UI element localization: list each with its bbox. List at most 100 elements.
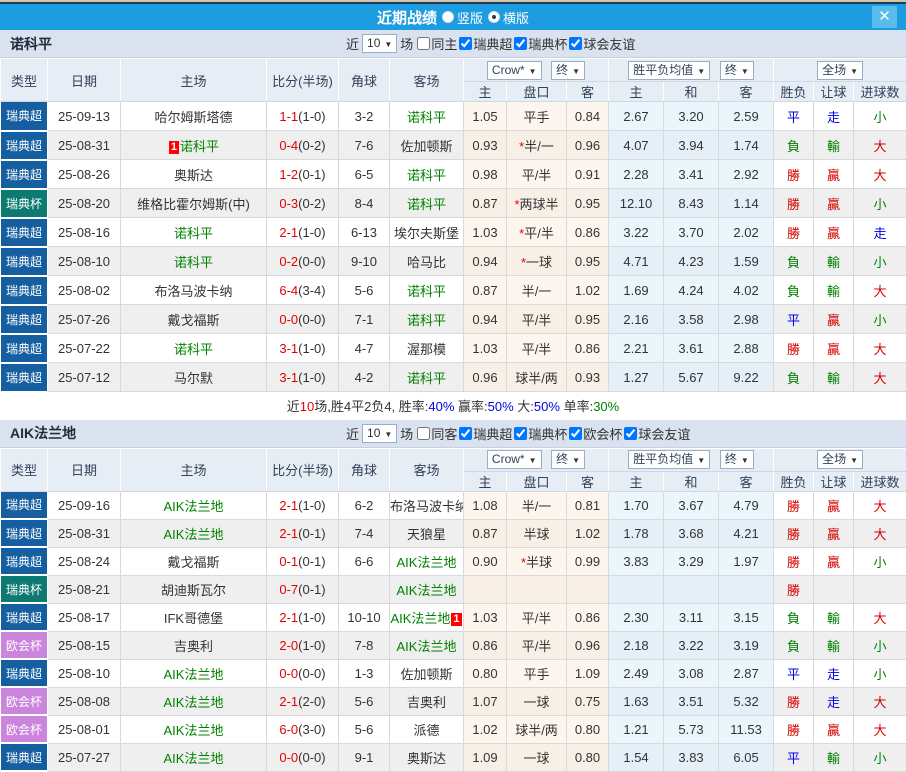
odds-company-select[interactable]: Crow*▼ [487, 61, 542, 80]
league-filter[interactable]: 球会友谊 [622, 424, 690, 443]
layout-horizontal-radio[interactable]: 横版 [488, 8, 529, 27]
avg-home-cell: 2.28 [609, 160, 664, 189]
fulltime-score: 1-1 [279, 109, 298, 124]
away-team-cell: 哈马比 [390, 247, 464, 276]
league-cell: 瑞典超 [1, 218, 48, 247]
col-header-corner: 角球 [339, 59, 390, 102]
odds-home-cell: 0.98 [464, 160, 507, 189]
layout-vertical-radio[interactable]: 竖版 [442, 8, 483, 27]
date-cell: 25-08-01 [48, 715, 121, 743]
same-venue-checkbox[interactable] [417, 427, 430, 440]
league-filter[interactable]: 瑞典杯 [512, 34, 567, 53]
odds-home-cell: 0.96 [464, 363, 507, 392]
goals-result-cell: 大 [854, 687, 906, 715]
date-cell: 25-07-22 [48, 334, 121, 363]
league-checkbox[interactable] [569, 427, 582, 440]
odds-away-cell: 0.80 [567, 743, 609, 771]
same-venue-filter[interactable]: 同主 [413, 34, 457, 53]
halftime-score: (0-2) [298, 196, 325, 211]
date-cell: 25-08-16 [48, 218, 121, 247]
goals-result-cell: 小 [854, 743, 906, 771]
score-cell: 2-1(1-0) [267, 603, 339, 631]
avg-home-cell: 1.21 [609, 715, 664, 743]
league-filter[interactable]: 球会友谊 [567, 34, 635, 53]
odds-away-cell: 0.86 [567, 334, 609, 363]
scope-select[interactable]: 全场▼ [817, 61, 863, 80]
home-team-cell: AIK法兰地 [121, 687, 267, 715]
col-header-handicap-result: 让球 [814, 471, 854, 491]
away-team-cell: 渥那模 [390, 334, 464, 363]
date-cell: 25-07-26 [48, 305, 121, 334]
scope-select[interactable]: 全场▼ [817, 450, 863, 469]
result-cell: 負 [774, 247, 814, 276]
col-header-avg-home: 主 [609, 471, 664, 491]
corner-cell [339, 575, 390, 603]
league-cell: 瑞典超 [1, 305, 48, 334]
halftime-score: (1-0) [298, 498, 325, 513]
score-cell: 2-1(1-0) [267, 218, 339, 247]
odds-home-cell: 1.03 [464, 218, 507, 247]
avg-draw-cell: 3.22 [664, 631, 719, 659]
home-team-cell: 布洛马波卡纳 [121, 276, 267, 305]
league-checkbox[interactable] [459, 37, 472, 50]
odds-company-select[interactable]: Crow*▼ [487, 450, 542, 469]
sections-container: 诺科平 近 10▼ 场 同主 瑞典超瑞典杯球会友谊 类型 日期 主场 [0, 30, 906, 772]
odds-away-cell: 0.93 [567, 363, 609, 392]
league-checkbox-label: 球会友谊 [638, 424, 690, 443]
away-team-cell: 诺科平 [390, 276, 464, 305]
league-checkbox[interactable] [514, 427, 527, 440]
match-count-select[interactable]: 10▼ [362, 34, 397, 53]
radio-checked-icon[interactable] [488, 11, 500, 23]
goals-result-cell: 大 [854, 491, 906, 519]
odds-away-cell: 1.09 [567, 659, 609, 687]
result-cell: 勝 [774, 334, 814, 363]
vertical-radio-label: 竖版 [457, 8, 483, 27]
league-filter[interactable]: 瑞典超 [457, 34, 512, 53]
avg-away-cell: 9.22 [719, 363, 774, 392]
league-checkbox[interactable] [459, 427, 472, 440]
avg-home-cell: 2.49 [609, 659, 664, 687]
league-checkbox[interactable] [514, 37, 527, 50]
chevron-down-icon: ▼ [572, 67, 580, 76]
league-cell: 瑞典杯 [1, 575, 48, 603]
same-venue-filter[interactable]: 同客 [413, 424, 457, 443]
col-header-result: 胜负 [774, 82, 814, 102]
score-cell: 0-2(0-0) [267, 247, 339, 276]
odds-final-select[interactable]: 终▼ [551, 450, 585, 469]
league-checkbox[interactable] [624, 427, 637, 440]
handicap-result-cell: 贏 [814, 189, 854, 218]
fulltime-score: 0-0 [279, 312, 298, 327]
summary-segment: 40% [428, 399, 454, 414]
avg-home-cell: 2.16 [609, 305, 664, 334]
match-count-select[interactable]: 10▼ [362, 424, 397, 443]
odds-final-select[interactable]: 终▼ [551, 61, 585, 80]
fulltime-score: 0-1 [279, 554, 298, 569]
goals-result-cell: 大 [854, 603, 906, 631]
handicap-cell: *半球 [507, 547, 567, 575]
league-filter[interactable]: 瑞典超 [457, 424, 512, 443]
avg-away-cell: 1.97 [719, 547, 774, 575]
result-cell: 負 [774, 276, 814, 305]
match-row: 欧会杯 25-08-15 吉奥利 2-0(1-0) 7-8 AIK法兰地 0.8… [1, 631, 906, 659]
away-team-cell: AIK法兰地 [390, 547, 464, 575]
league-filter[interactable]: 瑞典杯 [512, 424, 567, 443]
fulltime-score: 0-0 [279, 750, 298, 765]
league-checkbox[interactable] [569, 37, 582, 50]
col-header-handicap-result: 让球 [814, 82, 854, 102]
team-section: 诺科平 近 10▼ 场 同主 瑞典超瑞典杯球会友谊 类型 日期 主场 [0, 30, 906, 420]
odds-away-cell: 0.96 [567, 631, 609, 659]
halftime-score: (0-0) [298, 312, 325, 327]
team-label: 维格比霍尔姆斯(中) [137, 197, 250, 212]
avg-final-select[interactable]: 终▼ [720, 450, 754, 469]
avg-odds-select[interactable]: 胜平负均值▼ [628, 61, 710, 80]
same-venue-checkbox[interactable] [417, 37, 430, 50]
match-row: 瑞典超 25-08-16 诺科平 2-1(1-0) 6-13 埃尔夫斯堡 1.0… [1, 218, 906, 247]
league-checkbox-label: 瑞典杯 [528, 424, 567, 443]
league-filter[interactable]: 欧会杯 [567, 424, 622, 443]
result-cell: 勝 [774, 547, 814, 575]
close-button[interactable]: ✕ [872, 6, 897, 28]
avg-final-select[interactable]: 终▼ [720, 61, 754, 80]
radio-unchecked-icon[interactable] [442, 11, 454, 23]
avg-odds-select[interactable]: 胜平负均值▼ [628, 450, 710, 469]
